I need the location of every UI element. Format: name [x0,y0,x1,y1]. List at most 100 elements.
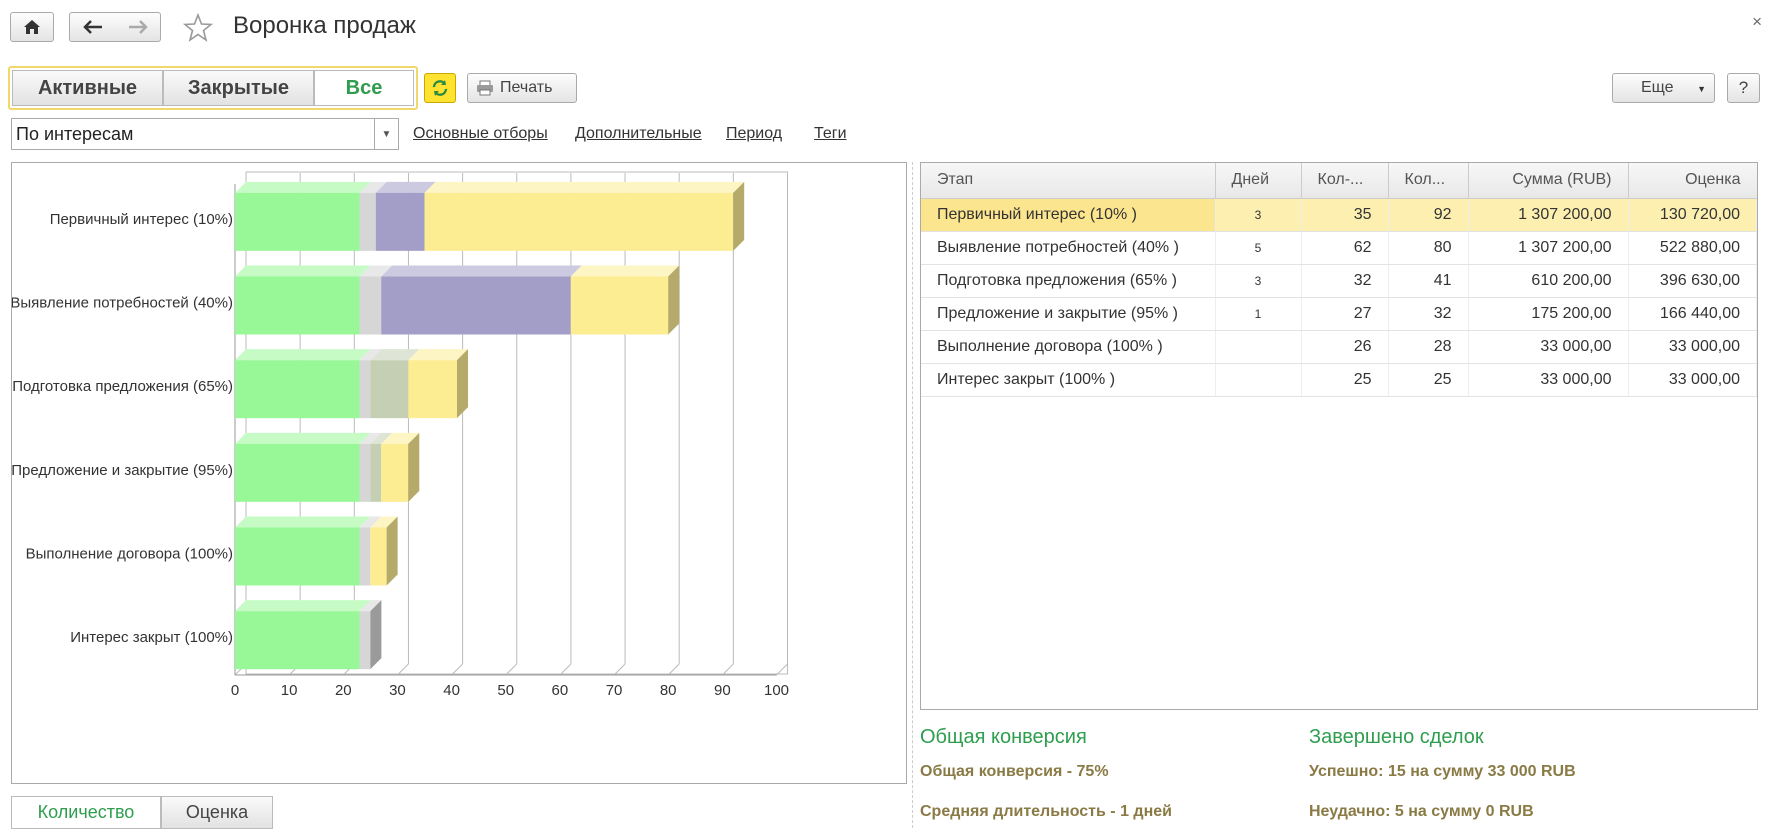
bar-segment[interactable] [359,360,371,419]
printer-icon [477,80,493,96]
table-row[interactable]: Предложение и закрытие (95% ) 1 27 32 175 20… [921,297,1757,331]
bar-segment[interactable] [370,443,382,502]
days-cell: 3 [1215,264,1302,298]
bar-segment-top [235,181,371,193]
bar-segment-top [370,349,420,361]
bar-segment-top [359,265,393,277]
stage-cell: Интерес закрыт (100% ) [921,363,1216,397]
bar-segment[interactable] [235,527,360,586]
bar-segment[interactable] [408,360,458,419]
table-row[interactable]: Интерес закрыт (100% ) 25 25 33 000,00 33 00… [921,363,1757,397]
col-count2[interactable]: Кол... [1388,163,1469,199]
table-row[interactable]: Подготовка предложения (65% ) 3 32 41 610 20… [921,264,1757,298]
bar-segment[interactable] [381,443,409,502]
col-count1[interactable]: Кол-... [1301,163,1389,199]
arrow-left-icon[interactable] [82,20,103,34]
filter-all-button[interactable]: Все [314,70,414,106]
close-icon[interactable]: × [1752,12,1762,31]
print-label: Печать [500,79,553,96]
grouping-select[interactable]: По интересам ▼ [11,118,399,150]
col-days[interactable]: Дней [1215,163,1302,199]
page-title: Воронка продаж [233,12,416,39]
estimate-cell: 166 440,00 [1628,297,1757,331]
bar-segment-top [235,349,371,361]
conversion-heading: Общая конверсия [920,726,1087,748]
grid-line [559,663,572,676]
bar-segment[interactable] [235,192,360,251]
col-stage[interactable]: Этап [921,163,1216,199]
bar-segment[interactable] [359,443,371,502]
arrow-right-icon[interactable] [128,20,148,34]
home-icon [24,20,40,34]
success-text: Успешно: 15 на сумму 33 000 RUB [1309,763,1576,780]
link-tags[interactable]: Теги [814,125,847,142]
bar-segment[interactable] [375,192,425,251]
bar-segment[interactable] [381,276,571,335]
bar-segment[interactable] [359,276,382,335]
bar-segment[interactable] [235,443,360,502]
sum-cell: 33 000,00 [1468,363,1629,397]
bar-segment[interactable] [359,611,371,670]
filter-closed-button[interactable]: Закрытые [163,70,314,106]
table-row[interactable]: Выполнение договора (100% ) 26 28 33 000,00… [921,330,1757,364]
bar-segment-top [359,181,387,193]
bar-segment-top [359,349,382,361]
category-label: Подготовка предложения (65%) [12,378,233,395]
help-button[interactable]: ? [1727,73,1760,103]
bar-segment-top [359,516,382,528]
days-cell [1215,363,1302,397]
table-row[interactable]: Первичный интерес (10% ) 3 35 92 1 307 200,0… [921,198,1757,232]
bar-segment[interactable] [235,611,360,670]
duration-text: Средняя длительность - 1 дней [920,803,1172,820]
grid-line [505,663,518,676]
estimate-cell: 396 630,00 [1628,264,1757,298]
x-tick-label: 0 [231,682,239,699]
bar-segment[interactable] [359,192,376,251]
table-row[interactable]: Выявление потребностей (40% ) 5 62 80 1 307 … [921,231,1757,265]
print-button[interactable]: Печать [467,73,577,103]
days-cell [1215,330,1302,364]
panel-divider[interactable] [912,162,913,828]
stage-cell: Выявление потребностей (40% ) [921,231,1216,265]
conversion-text: Общая конверсия - 75% [920,763,1109,780]
x-tick-label: 50 [497,682,514,699]
more-button[interactable]: Еще ▼ [1612,73,1715,103]
grid-line [613,663,626,676]
link-main-filters[interactable]: Основные отборы [413,125,548,142]
mode-estimate-button[interactable]: Оценка [161,796,273,829]
count1-cell: 35 [1301,198,1389,232]
grid-line [397,663,409,676]
star-icon[interactable] [182,12,214,44]
bar-segment[interactable] [235,360,360,419]
bar-segment-top [235,432,371,444]
grid-line [451,663,463,676]
col-estimate[interactable]: Оценка [1628,163,1757,199]
link-additional[interactable]: Дополнительные [575,125,702,142]
bar-segment[interactable] [359,527,371,586]
grid-line [667,663,680,676]
bar-segment-top [370,516,398,528]
bar-segment-top [408,349,469,361]
refresh-button[interactable] [424,73,456,103]
count1-cell: 27 [1301,297,1389,331]
filter-active-button[interactable]: Активные [12,70,163,106]
status-filter: Активные Закрытые Все [8,66,418,110]
funnel-chart-svg: 0 10 20 30 40 50 60 70 80 90 100 Первичный интерес … [10,171,789,699]
count2-cell: 32 [1388,297,1469,331]
bar-segment[interactable] [370,360,409,419]
home-button[interactable] [10,12,54,42]
col-sum[interactable]: Сумма (RUB) [1468,163,1629,199]
mode-count-button[interactable]: Количество [11,796,161,829]
chevron-down-icon[interactable]: ▼ [374,119,398,149]
link-period[interactable]: Период [726,125,783,142]
bar-segment[interactable] [235,276,360,335]
bar-segment[interactable] [424,192,734,251]
bar-segment[interactable] [570,276,669,335]
failure-text: Неудачно: 5 на сумму 0 RUB [1309,803,1534,820]
stage-cell: Первичный интерес (10% ) [921,198,1216,232]
grid-line [776,663,788,676]
estimate-cell: 522 880,00 [1628,231,1757,265]
bar-segment-top [359,432,382,444]
more-label: Еще [1641,79,1674,96]
bar-segment[interactable] [370,527,387,586]
